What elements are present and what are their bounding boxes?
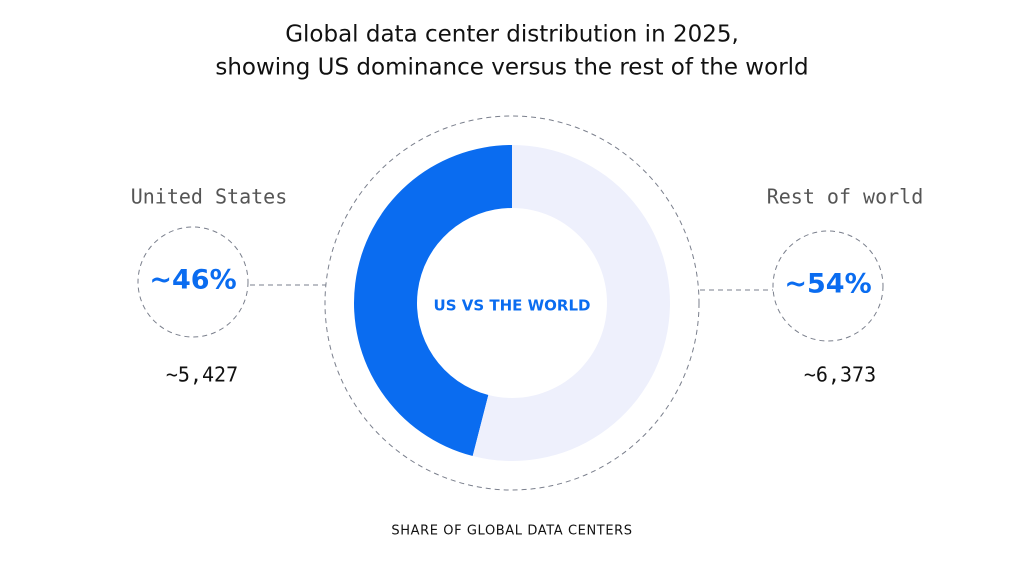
count-label: ~5,427 [166, 363, 238, 387]
donut-slice [472, 145, 670, 461]
center-label: US VS THE WORLD [434, 297, 591, 315]
caption: SHARE OF GLOBAL DATA CENTERS [391, 524, 632, 539]
count-label: ~6,373 [804, 363, 876, 387]
value-label: ~46% [149, 265, 236, 296]
donut-slice [354, 145, 512, 457]
value-label: ~54% [784, 269, 871, 300]
outer-ring [324, 115, 700, 491]
callout-ring [772, 230, 884, 342]
legend-label: United States [131, 185, 288, 209]
chart-title: showing US dominance versus the rest of … [215, 55, 808, 81]
callout-ring [137, 226, 249, 338]
donut [354, 145, 670, 461]
legend-label: Rest of world [767, 185, 924, 209]
chart-title: Global data center distribution in 2025, [285, 22, 739, 48]
